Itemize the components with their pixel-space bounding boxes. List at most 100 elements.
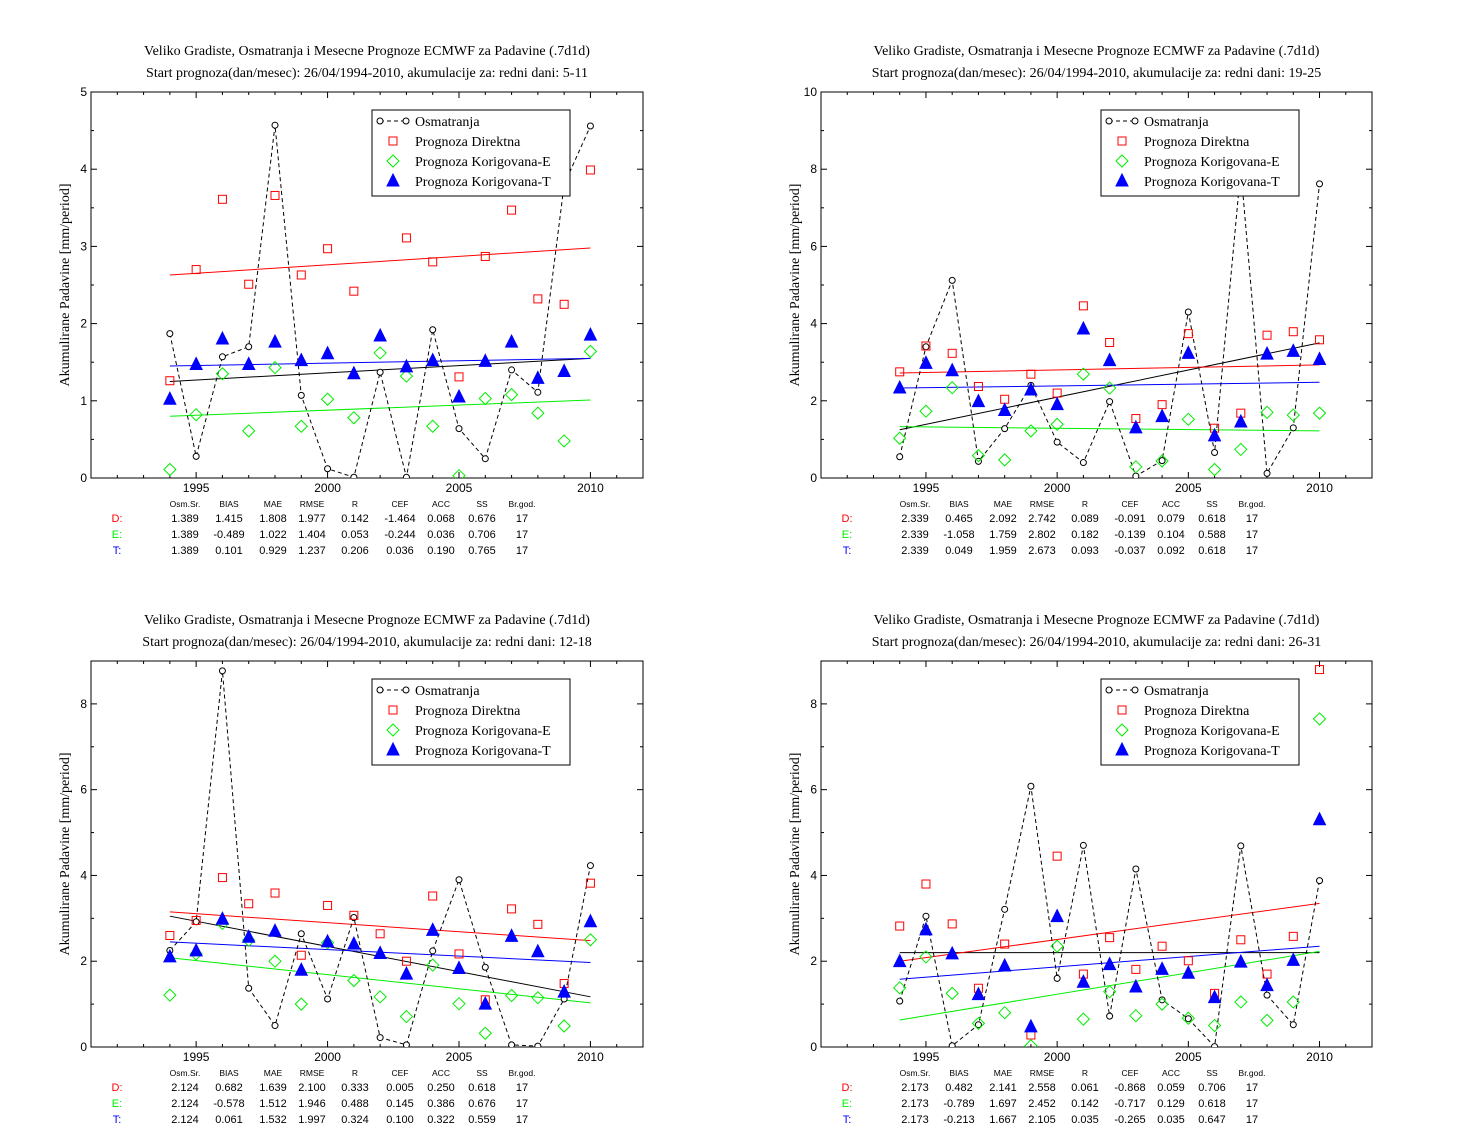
korigovana-e-point bbox=[504, 988, 519, 1003]
direktna-point bbox=[454, 372, 464, 382]
korigovana-e-point bbox=[452, 468, 466, 478]
korigovana-e-point bbox=[189, 407, 203, 422]
korigovana-e-point bbox=[242, 424, 256, 438]
y-tick-label: 2 bbox=[80, 954, 87, 968]
korigovana-e-point bbox=[426, 958, 440, 972]
stats-value: 1.697 bbox=[989, 1098, 1017, 1110]
legend: Osmatranja Prognoza Direktna Prognoza Kori… bbox=[1100, 109, 1300, 197]
y-tick-label: 1 bbox=[80, 394, 87, 408]
korigovana-e-point bbox=[997, 453, 1012, 467]
stats-value: 2.173 bbox=[901, 1098, 929, 1110]
direktna-point bbox=[1105, 338, 1115, 348]
korigovana-t-point bbox=[320, 933, 335, 948]
legend-label: Prognoza Korigovana-T bbox=[1144, 744, 1280, 759]
korigovana-t-point bbox=[1260, 977, 1274, 992]
stats-value: 0.618 bbox=[1198, 545, 1226, 557]
stats-value: 0.682 bbox=[215, 1082, 243, 1094]
korigovana-t-point bbox=[531, 370, 545, 384]
obs-point bbox=[1079, 841, 1087, 849]
stats-value: -0.213 bbox=[943, 1114, 974, 1126]
stats-header: SS bbox=[476, 499, 488, 509]
chart-title: Veliko Gradiste, Osmatranja i Mesecne Pr… bbox=[874, 613, 1320, 628]
korigovana-t-point bbox=[294, 352, 309, 367]
stats-value: 17 bbox=[1246, 1114, 1258, 1126]
stats-value: 0.036 bbox=[386, 545, 414, 557]
stats-value: 0.322 bbox=[427, 1114, 455, 1126]
korigovana-e-point bbox=[945, 986, 959, 1001]
obs-point bbox=[1079, 459, 1087, 467]
plot-area bbox=[163, 121, 598, 478]
direktna-point bbox=[533, 919, 543, 929]
korigovana-t-point bbox=[1234, 413, 1248, 428]
stats-header: MAE bbox=[264, 499, 283, 509]
stats-value: 0.061 bbox=[1071, 1082, 1099, 1094]
obs-point bbox=[218, 667, 226, 675]
direktna-point bbox=[1105, 933, 1115, 943]
y-tick-label: 6 bbox=[80, 783, 87, 797]
korigovana-t-point bbox=[1024, 381, 1038, 396]
korigovana-e-point bbox=[1312, 406, 1327, 420]
chart-subtitle: Start prognoza(dan/mesec): 26/04/1994-20… bbox=[142, 635, 591, 650]
korigovana-e-point bbox=[1234, 995, 1248, 1009]
stats-value: 0.093 bbox=[1071, 545, 1099, 557]
stats-table: Osm.Sr. BIAS MAE RMSE R CEF ACC SS Br.god. D: 1.38… bbox=[112, 499, 536, 557]
direktna-point bbox=[1052, 851, 1062, 861]
obs-point bbox=[481, 963, 489, 971]
korigovana-e-point bbox=[997, 1005, 1012, 1020]
stats-value: -1.058 bbox=[943, 529, 974, 541]
direktna-point bbox=[428, 891, 438, 901]
legend-marker bbox=[386, 723, 400, 737]
y-axis-label: Akumulirane Padavine [mm/period] bbox=[788, 184, 803, 387]
korigovana-e-point bbox=[1050, 417, 1064, 432]
korigovana-t-point bbox=[1312, 351, 1327, 365]
stats-value: -0.139 bbox=[1114, 529, 1145, 541]
korigovana-t-point bbox=[557, 363, 571, 377]
stats-value: 1.977 bbox=[298, 513, 326, 525]
stats-header: R bbox=[352, 1068, 358, 1078]
direktna-point bbox=[895, 921, 905, 931]
korigovana-t-point bbox=[1102, 956, 1117, 971]
stats-value: 0.142 bbox=[1071, 1098, 1099, 1110]
obs-point bbox=[1158, 457, 1166, 465]
stats-value: 0.092 bbox=[1157, 545, 1185, 557]
obs-point bbox=[192, 918, 200, 926]
korigovana-e-point bbox=[1076, 367, 1091, 381]
stats-header: SS bbox=[476, 1068, 488, 1078]
x-tick-label: 1995 bbox=[183, 1050, 210, 1064]
stats-value: 2.452 bbox=[1028, 1098, 1056, 1110]
korigovana-e-point bbox=[1102, 381, 1117, 395]
stats-value: 0.488 bbox=[341, 1098, 369, 1110]
stats-value: 0.706 bbox=[468, 529, 496, 541]
y-tick-label: 2 bbox=[810, 954, 817, 968]
korigovana-t-point bbox=[425, 922, 440, 936]
legend-marker bbox=[386, 741, 400, 756]
legend-label: Prognoza Korigovana-E bbox=[1144, 724, 1280, 739]
direktna-point bbox=[1288, 931, 1298, 941]
korigovana-e-point bbox=[1129, 1008, 1143, 1023]
stats-header: Osm.Sr. bbox=[900, 499, 931, 509]
obs-point bbox=[324, 465, 332, 473]
korigovana-e-point bbox=[1102, 984, 1117, 999]
y-tick-label: 6 bbox=[810, 239, 817, 253]
korigovana-e-point bbox=[583, 344, 598, 359]
y-tick-label: 6 bbox=[810, 783, 817, 797]
korigovana-e-point bbox=[268, 954, 282, 968]
x-tick-label: 2000 bbox=[1044, 481, 1071, 495]
obs-point bbox=[1184, 308, 1192, 316]
legend-marker bbox=[388, 136, 398, 146]
obs-point bbox=[192, 452, 200, 460]
direktna-point bbox=[1236, 935, 1246, 945]
direktna-point bbox=[244, 279, 254, 289]
direktna-point bbox=[296, 270, 306, 280]
legend-label: Prognoza Direktna bbox=[1144, 704, 1250, 719]
y-tick-label: 0 bbox=[810, 1040, 817, 1054]
korigovana-e-point bbox=[1181, 1011, 1196, 1025]
chart-subtitle: Start prognoza(dan/mesec): 26/04/1994-20… bbox=[872, 66, 1321, 81]
obs-point bbox=[218, 353, 226, 361]
direktna-point bbox=[270, 888, 280, 898]
stats-row-label: E: bbox=[842, 1098, 852, 1110]
direktna-point bbox=[480, 251, 490, 261]
stats-value: 2.802 bbox=[1028, 529, 1056, 541]
stats-header: Br.god. bbox=[1239, 499, 1266, 509]
